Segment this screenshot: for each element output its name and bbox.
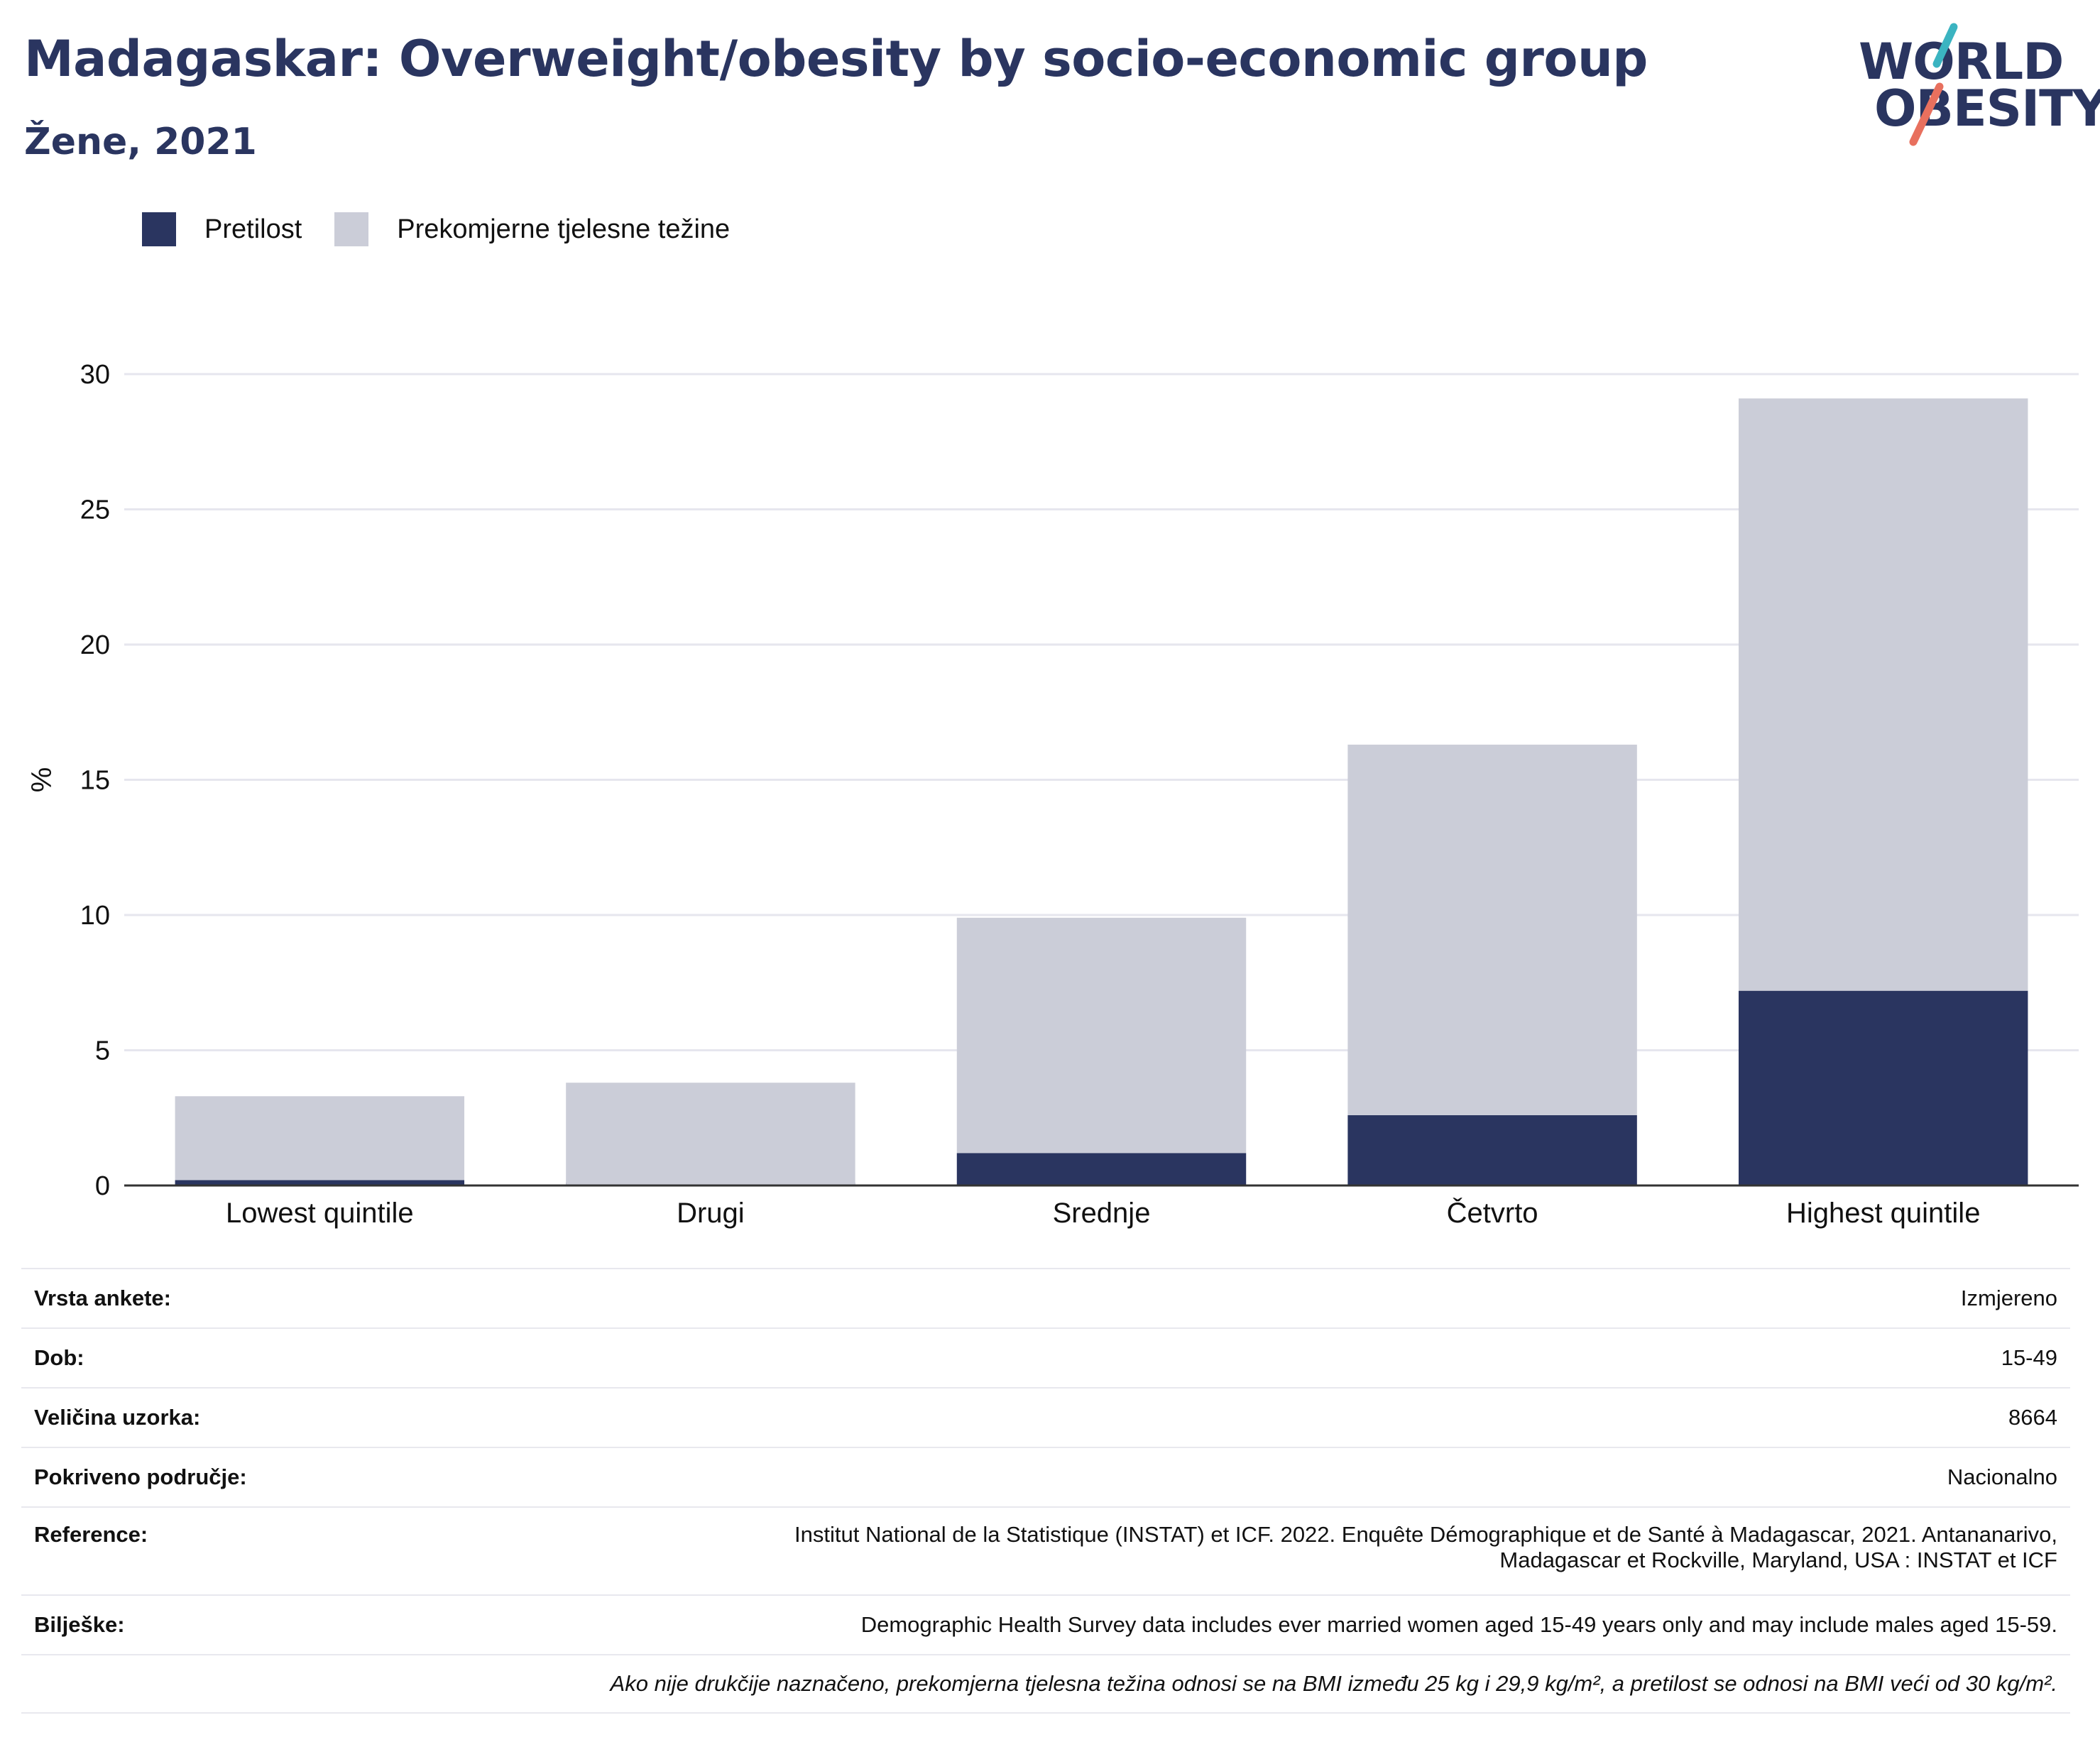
y-tick-label: 25 xyxy=(80,495,110,525)
x-tick-label: Srednje xyxy=(1053,1198,1151,1229)
logo-slash-icon xyxy=(1909,23,1958,146)
bmi-definition-footnote: Ako nije drukčije naznačeno, prekomjerna… xyxy=(610,1671,2057,1696)
meta-key: Veličina uzorka: xyxy=(34,1405,201,1430)
bar-obesity xyxy=(1738,990,2028,1185)
legend-label-overweight: Prekomjerne tjelesne težine xyxy=(397,214,731,244)
y-axis-label: % xyxy=(26,767,58,793)
reference-line-2: Madagascar et Rockville, Maryland, USA :… xyxy=(1499,1548,2057,1572)
legend-swatch-overweight xyxy=(334,212,369,246)
stacked-bar-chart: 0 5 10 15 20 25 30% Lowest quintile Drugi Srednje… xyxy=(26,360,2079,1229)
x-tick-label: Četvrto xyxy=(1447,1197,1538,1229)
meta-row-area-covered: Pokriveno područje: Nacionalno xyxy=(21,1447,2070,1506)
y-tick-label: 10 xyxy=(80,901,110,931)
bar-obesity xyxy=(175,1180,465,1185)
y-tick-label: 20 xyxy=(80,630,110,660)
bar-overweight xyxy=(1347,744,1637,1115)
meta-key: Dob: xyxy=(34,1345,84,1370)
logo-line-2: OBESITY xyxy=(1874,80,2100,138)
meta-value: Institut National de la Statistique (INS… xyxy=(794,1522,2057,1573)
meta-value: Nacionalno xyxy=(1947,1464,2057,1489)
bar-overweight xyxy=(566,1083,855,1185)
meta-row-reference: Reference: Institut National de la Stati… xyxy=(21,1506,2070,1594)
legend-label-obesity: Pretilost xyxy=(204,214,302,244)
chart-title: Madagaskar: Overweight/obesity by socio-… xyxy=(24,30,1648,88)
meta-value: 8664 xyxy=(2008,1405,2057,1430)
survey-metadata-table: Vrsta ankete: Izmjereno Dob: 15-49 Velič… xyxy=(21,1268,2070,1714)
bar-overweight xyxy=(956,917,1247,1154)
chart-legend: Pretilost Prekomjerne tjelesne težine xyxy=(142,212,762,247)
world-obesity-logo: WORLD OBESITY xyxy=(1846,21,2100,149)
y-tick-label: 0 xyxy=(95,1171,110,1201)
meta-key: Bilješke: xyxy=(34,1612,125,1637)
chart-subtitle: Žene, 2021 xyxy=(24,121,257,163)
meta-row-footnote: Ako nije drukčije naznačeno, prekomjerna… xyxy=(21,1654,2070,1714)
meta-row-notes: Bilješke: Demographic Health Survey data… xyxy=(21,1594,2070,1654)
y-tick-label: 15 xyxy=(80,766,110,796)
legend-swatch-obesity xyxy=(142,212,176,246)
meta-row-age: Dob: 15-49 xyxy=(21,1327,2070,1387)
bar-obesity xyxy=(956,1153,1247,1185)
meta-value: Demographic Health Survey data includes … xyxy=(860,1612,2057,1637)
bar-overweight xyxy=(175,1096,465,1181)
reference-line-1: Institut National de la Statistique (INS… xyxy=(794,1522,2057,1547)
meta-row-survey-type: Vrsta ankete: Izmjereno xyxy=(21,1268,2070,1327)
meta-value: Izmjereno xyxy=(1960,1286,2057,1310)
meta-row-sample-size: Veličina uzorka: 8664 xyxy=(21,1387,2070,1447)
y-tick-label: 5 xyxy=(95,1036,110,1066)
meta-key: Reference: xyxy=(34,1522,148,1547)
meta-value: 15-49 xyxy=(2001,1345,2057,1370)
x-tick-label: Highest quintile xyxy=(1786,1198,1981,1229)
y-tick-label: 30 xyxy=(80,360,110,390)
bar-overweight xyxy=(1738,398,2028,991)
bar-obesity xyxy=(1347,1115,1637,1185)
x-tick-label: Lowest quintile xyxy=(226,1198,414,1229)
logo-line-1: WORLD xyxy=(1859,33,2064,91)
meta-key: Vrsta ankete: xyxy=(34,1286,171,1310)
meta-key: Pokriveno područje: xyxy=(34,1464,247,1489)
x-tick-label: Drugi xyxy=(677,1198,745,1229)
